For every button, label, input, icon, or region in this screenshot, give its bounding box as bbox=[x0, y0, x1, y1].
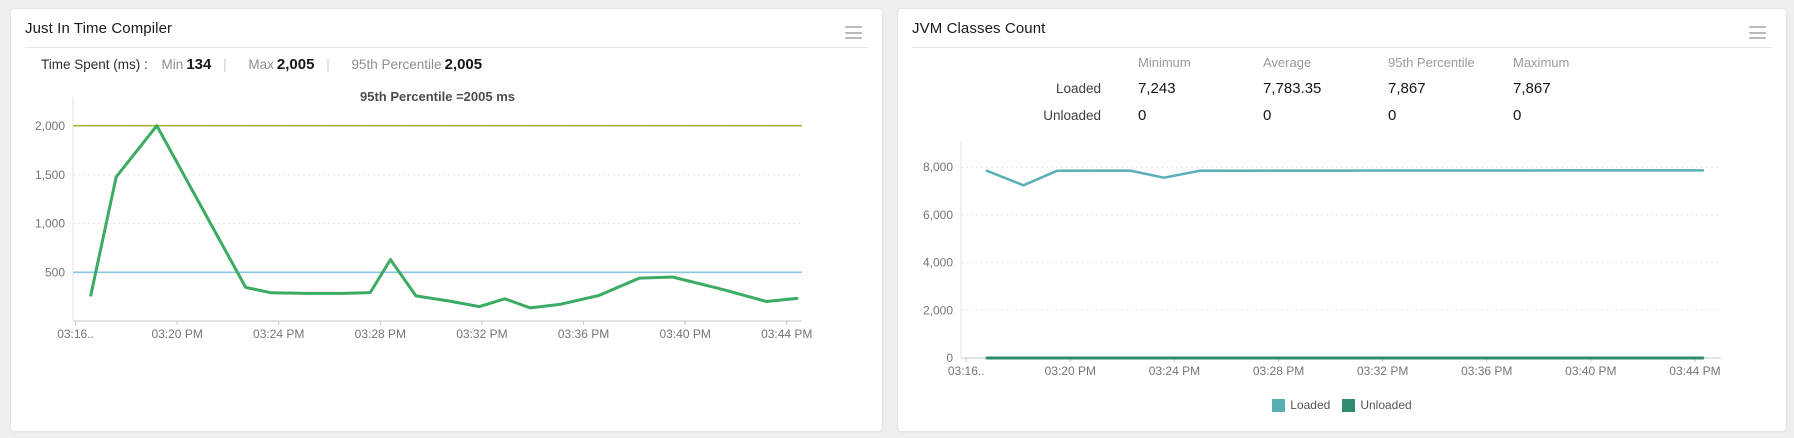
card-menu-button[interactable] bbox=[845, 26, 862, 39]
stats-metric-label: Time Spent (ms) : bbox=[41, 57, 148, 72]
stat-min-label: Min bbox=[161, 57, 184, 72]
svg-text:03:16..: 03:16.. bbox=[57, 327, 94, 341]
jvm-classes-card: JVM Classes Count Minimum Average 95th P… bbox=[897, 8, 1787, 432]
svg-text:0: 0 bbox=[946, 351, 953, 365]
svg-text:03:28 PM: 03:28 PM bbox=[1253, 364, 1304, 378]
table-header-95th-percentile: 95th Percentile bbox=[1388, 55, 1475, 70]
row-label-unloaded: Unloaded bbox=[1043, 108, 1101, 123]
table-header-maximum: Maximum bbox=[1513, 55, 1570, 70]
legend-item-loaded[interactable]: Loaded bbox=[1272, 398, 1330, 412]
svg-text:03:24 PM: 03:24 PM bbox=[253, 327, 304, 341]
legend-item-unloaded[interactable]: Unloaded bbox=[1342, 398, 1412, 412]
stat-separator: | bbox=[223, 57, 227, 72]
loaded-series-swatch bbox=[1272, 398, 1286, 412]
jvm-stats-table: Minimum Average 95th Percentile Maximum … bbox=[898, 55, 1786, 134]
svg-text:03:16..: 03:16.. bbox=[948, 364, 985, 378]
svg-text:1,500: 1,500 bbox=[35, 168, 65, 182]
svg-text:03:36 PM: 03:36 PM bbox=[1461, 364, 1512, 378]
svg-text:03:36 PM: 03:36 PM bbox=[558, 327, 609, 341]
loaded-average-value: 7,783.35 bbox=[1263, 80, 1322, 97]
card-menu-button[interactable] bbox=[1749, 26, 1766, 39]
svg-text:03:20 PM: 03:20 PM bbox=[151, 327, 202, 341]
stat-max: Max 2,005 bbox=[238, 56, 315, 73]
chart-legend: Loaded Unloaded bbox=[898, 398, 1786, 412]
table-row-unloaded: Unloaded 0 0 0 0 bbox=[898, 107, 1786, 134]
card-title: Just In Time Compiler bbox=[25, 20, 173, 37]
row-label-loaded: Loaded bbox=[1055, 81, 1101, 96]
svg-text:6,000: 6,000 bbox=[923, 208, 953, 222]
stat-min: Min 134 bbox=[152, 56, 212, 73]
stat-95th-value: 2,005 bbox=[444, 56, 483, 73]
legend-label-loaded: Loaded bbox=[1290, 398, 1331, 412]
loaded-maximum-value: 7,867 bbox=[1513, 80, 1551, 97]
stat-max-label: Max bbox=[248, 57, 274, 72]
table-header-minimum: Minimum bbox=[1138, 55, 1191, 70]
svg-text:03:32 PM: 03:32 PM bbox=[456, 327, 507, 341]
hamburger-menu-icon bbox=[1749, 31, 1766, 34]
svg-text:2,000: 2,000 bbox=[35, 119, 65, 133]
svg-text:03:40 PM: 03:40 PM bbox=[1565, 364, 1616, 378]
jit-time-spent-chart[interactable]: 500 1,000 1,500 2,000 03:16.. 03:20 PM 03:24 P… bbox=[11, 93, 882, 368]
svg-text:03:32 PM: 03:32 PM bbox=[1357, 364, 1408, 378]
svg-text:03:40 PM: 03:40 PM bbox=[659, 327, 710, 341]
chart-title-95th-percentile: 95th Percentile =2005 ms bbox=[359, 89, 515, 104]
svg-text:4,000: 4,000 bbox=[923, 256, 953, 270]
svg-text:03:24 PM: 03:24 PM bbox=[1149, 364, 1200, 378]
jit-compiler-card: Just In Time Compiler Time Spent (ms) : … bbox=[10, 8, 883, 432]
svg-text:500: 500 bbox=[45, 265, 65, 279]
svg-text:8,000: 8,000 bbox=[923, 160, 953, 174]
unloaded-maximum-value: 0 bbox=[1513, 107, 1522, 124]
unloaded-average-value: 0 bbox=[1263, 107, 1272, 124]
hamburger-menu-icon bbox=[1749, 37, 1766, 39]
table-header-average: Average bbox=[1263, 55, 1312, 70]
title-divider bbox=[25, 47, 868, 48]
unloaded-95th-value: 0 bbox=[1388, 107, 1397, 124]
legend-label-unloaded: Unloaded bbox=[1360, 398, 1412, 412]
svg-text:2,000: 2,000 bbox=[923, 303, 953, 317]
svg-text:03:44 PM: 03:44 PM bbox=[1669, 364, 1720, 378]
svg-text:03:44 PM: 03:44 PM bbox=[761, 327, 812, 341]
table-header-row: Minimum Average 95th Percentile Maximum bbox=[898, 55, 1786, 80]
stat-95th-percentile: 95th Percentile 2,005 bbox=[342, 56, 483, 73]
svg-text:03:28 PM: 03:28 PM bbox=[355, 327, 406, 341]
stat-95th-label: 95th Percentile bbox=[351, 57, 442, 72]
svg-text:1,000: 1,000 bbox=[35, 217, 65, 231]
loaded-minimum-value: 7,243 bbox=[1138, 80, 1176, 97]
title-divider bbox=[912, 47, 1772, 48]
stat-max-value: 2,005 bbox=[276, 56, 315, 73]
table-row-loaded: Loaded 7,243 7,783.35 7,867 7,867 bbox=[898, 80, 1786, 107]
hamburger-menu-icon bbox=[845, 31, 862, 34]
hamburger-menu-icon bbox=[845, 37, 862, 39]
hamburger-menu-icon bbox=[1749, 26, 1766, 28]
loaded-95th-value: 7,867 bbox=[1388, 80, 1426, 97]
unloaded-minimum-value: 0 bbox=[1138, 107, 1147, 124]
svg-text:03:20 PM: 03:20 PM bbox=[1045, 364, 1096, 378]
stat-min-value: 134 bbox=[186, 56, 212, 73]
time-spent-stats: Time Spent (ms) : Min 134 | Max 2,005 | 95… bbox=[41, 56, 482, 73]
card-title: JVM Classes Count bbox=[912, 20, 1046, 37]
stat-separator: | bbox=[326, 57, 330, 72]
jvm-classes-chart[interactable]: 0 2,000 4,000 6,000 8,000 03:16.. 03:20 PM 03:2… bbox=[898, 133, 1786, 396]
unloaded-series-swatch bbox=[1342, 398, 1356, 412]
hamburger-menu-icon bbox=[845, 26, 862, 28]
